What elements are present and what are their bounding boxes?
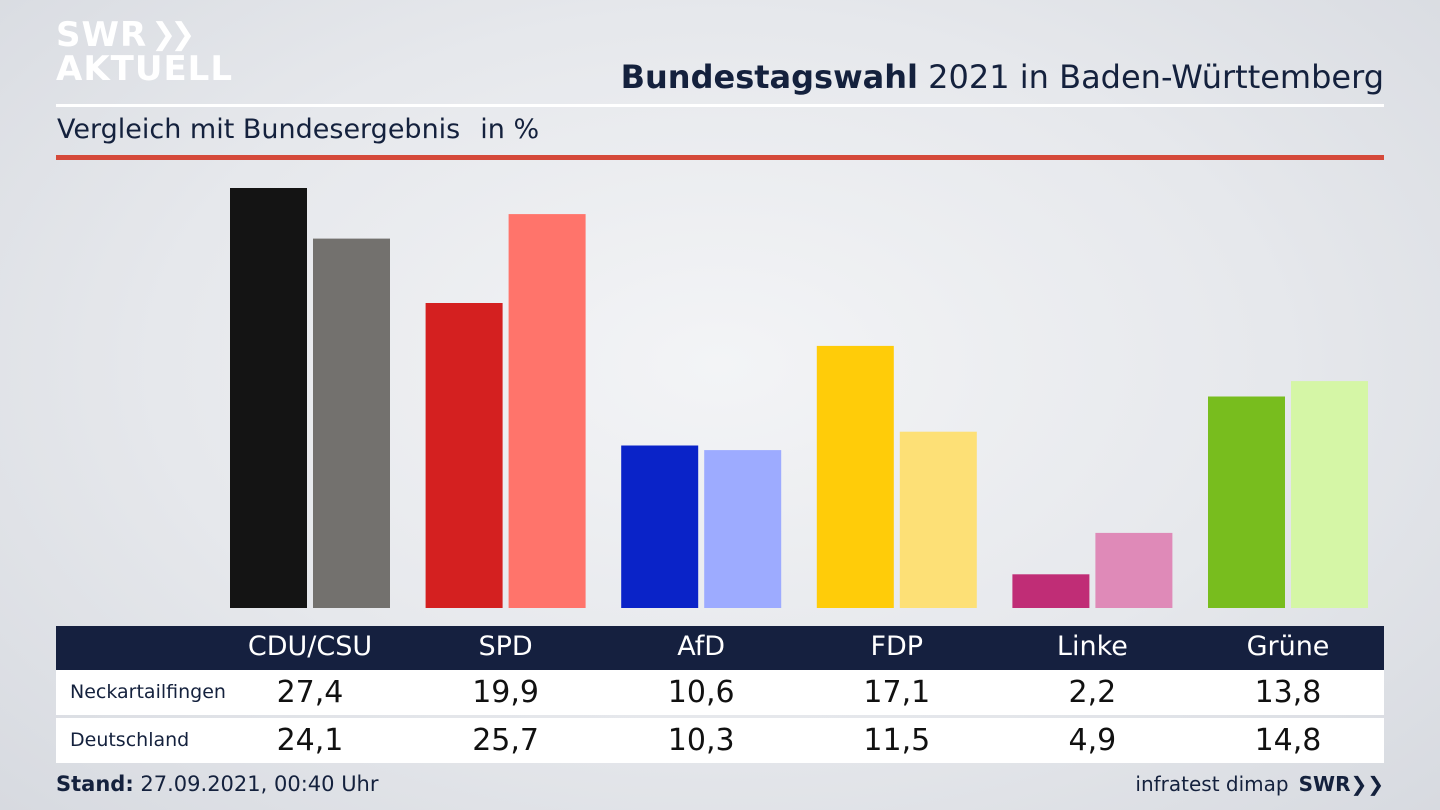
bar-grüne-neckartailfingen [1208,396,1285,608]
column-header: SPD [478,631,533,662]
subtitle-text: Vergleich mit Bundesergebnis [57,114,461,145]
table-cell: 14,8 [1254,723,1322,758]
table-cell: 17,1 [863,675,931,710]
bar-spd-deutschland [508,214,586,608]
timestamp: Stand: 27.09.2021, 00:40 Uhr [56,772,379,796]
bar-cdu-csu-deutschland [313,238,390,608]
logo-line2: AKTUELL [56,49,234,89]
bar-afd-neckartailfingen [621,445,699,608]
page-title: Bundestagswahl 2021 in Baden-Württemberg [621,58,1384,96]
source-text: infratest dimap [1135,772,1289,796]
title-rest: 2021 in Baden-Württemberg [928,58,1384,96]
unit-label: in % [480,114,540,145]
table-cell: 25,7 [472,723,539,758]
brand-text: SWR [1298,772,1351,796]
title-bold: Bundestagswahl [620,58,918,96]
stand-value: 27.09.2021, 00:40 Uhr [140,772,379,796]
table-cell: 10,3 [667,723,735,758]
table-cell: 19,9 [472,675,539,710]
logo-line1: SWR [56,15,148,55]
row-label: Neckartailfingen [70,681,226,703]
column-header: Linke [1056,631,1128,662]
table-row: Deutschland 24,1 25,7 10,3 11,5 4,9 14,8 [56,718,1384,763]
table-cell: 13,8 [1254,675,1322,710]
stand-label: Stand: [56,772,134,796]
results-table: CDU/CSU SPD AfD FDP Linke Grüne Neckartailfin… [56,626,1384,763]
accent-rule [56,155,1384,160]
bar-linke-deutschland [1095,532,1173,608]
bar-afd-deutschland [704,450,782,608]
column-header: Grüne [1246,631,1330,662]
table-row: Neckartailfingen 27,4 19,9 10,6 17,1 2,2 13,8 [56,668,1384,715]
bar-fdp-neckartailfingen [816,345,894,608]
table-cell: 24,1 [276,723,344,758]
bar-grüne-deutschland [1291,381,1368,608]
double-chevron-right-icon: ❯❯ [1350,772,1384,796]
table-cell: 10,6 [667,675,735,710]
bar-chart [230,188,1368,608]
bar-spd-neckartailfingen [425,303,503,608]
source-credit: infratest dimap SWR❯❯ [1135,772,1384,796]
table-cell: 27,4 [276,675,344,710]
row-label: Deutschland [70,729,190,751]
table-cell: 11,5 [863,723,931,758]
column-header: FDP [870,631,924,662]
double-chevron-right-icon: ❯❯ [151,17,195,52]
bar-fdp-deutschland [899,431,977,608]
swr-aktuell-logo: SWR ❯❯ AKTUELL [56,15,234,89]
table-cell: 4,9 [1068,723,1117,758]
header-divider [56,104,1384,107]
table-header: CDU/CSU SPD AfD FDP Linke Grüne [56,626,1384,668]
chart-subtitle: Vergleich mit Bundesergebnis in % [57,114,539,145]
brand-logo: SWR❯❯ [1299,772,1384,796]
column-header: AfD [677,631,726,662]
bar-cdu-csu-neckartailfingen [230,188,307,608]
bar-linke-neckartailfingen [1012,574,1090,608]
table-cell: 2,2 [1068,675,1117,710]
column-header: CDU/CSU [247,631,373,662]
